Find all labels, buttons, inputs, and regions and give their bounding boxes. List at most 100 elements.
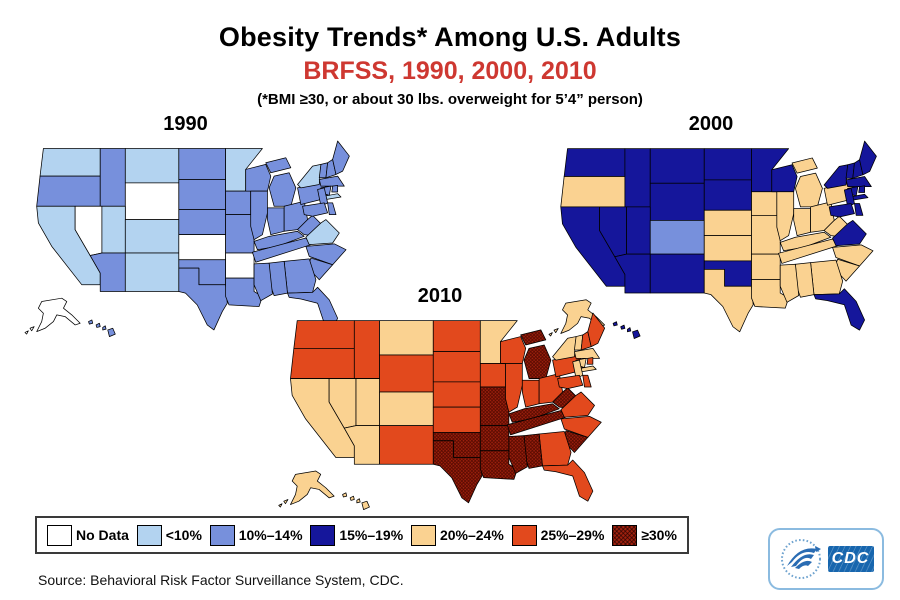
state-ny (297, 164, 322, 189)
state-md (302, 202, 328, 217)
state-wa (39, 148, 101, 177)
state-ma (574, 347, 600, 359)
state-va (832, 220, 867, 247)
state-in (521, 379, 540, 408)
state-ga (538, 431, 572, 467)
state-ar (225, 252, 255, 279)
state-hi (95, 322, 101, 328)
state-ak (29, 326, 35, 332)
state-ia (225, 190, 252, 215)
legend-label-p25_29: 25%–29% (540, 527, 605, 543)
state-mi (523, 344, 552, 379)
legend-item-p20_24: 20%–24% (410, 524, 504, 546)
legend-swatch-p15_19 (310, 524, 336, 546)
state-co (124, 219, 180, 254)
state-mi (795, 172, 823, 208)
state-nd (432, 320, 481, 353)
state-ga (810, 259, 844, 296)
state-ky (508, 403, 560, 423)
legend-item-p25_29: 25%–29% (511, 524, 605, 546)
state-fl (542, 459, 594, 502)
state-ma (318, 175, 345, 187)
legend-label-ge30: ≥30% (641, 527, 677, 543)
state-ms (779, 263, 800, 303)
state-ri (586, 357, 594, 365)
state-ms (508, 435, 528, 474)
state-ak (290, 470, 335, 505)
state-ri (331, 184, 339, 193)
legend: No Data <10% 10%–14% 15%–19% 20%–24% 25%–29% ≥… (35, 516, 689, 554)
state-me (859, 140, 877, 176)
state-hi (88, 319, 94, 325)
state-hi (632, 329, 641, 339)
state-ks (703, 235, 752, 262)
state-nc (560, 415, 602, 438)
state-or (560, 176, 626, 208)
cdc-logo: CDC (768, 528, 884, 590)
state-mt (124, 148, 180, 184)
state-wa (563, 148, 626, 177)
state-nm (124, 252, 180, 292)
legend-swatch-p10_14 (209, 524, 235, 546)
legend-swatch-no_data (47, 524, 72, 546)
state-ks (178, 234, 227, 261)
state-wy (124, 182, 180, 220)
state-co (649, 220, 705, 255)
state-wi (245, 164, 272, 192)
state-ky (779, 231, 832, 252)
state-ak (283, 499, 289, 505)
state-nm (379, 425, 434, 465)
map-block-1990: 1990 (18, 112, 353, 345)
state-va (305, 219, 340, 246)
state-ar (751, 253, 781, 280)
state-il (250, 190, 268, 241)
state-tx (432, 440, 483, 504)
state-me (332, 140, 350, 175)
legend-item-p15_19: 15%–19% (310, 524, 403, 546)
map-block-2010: 2010 (272, 284, 608, 518)
state-ia (751, 191, 778, 216)
state-ut (101, 205, 126, 254)
us-map-2010 (278, 312, 606, 510)
state-ak (24, 330, 29, 335)
state-tx (703, 268, 754, 333)
state-nm (649, 253, 705, 294)
legend-item-lt10: <10% (136, 524, 202, 546)
legend-swatch-p20_24 (410, 524, 436, 546)
state-de (582, 374, 592, 388)
legend-label-lt10: <10% (165, 527, 202, 543)
state-il (776, 191, 795, 242)
state-ms (253, 262, 273, 302)
state-hi (612, 321, 618, 327)
state-hi (361, 500, 370, 510)
state-or (36, 175, 101, 207)
legend-swatch-lt10 (136, 524, 162, 546)
cdc-wordmark: CDC (827, 546, 874, 572)
state-id (353, 320, 380, 379)
state-hi (342, 492, 348, 498)
state-de (854, 203, 864, 216)
legend-label-no_data: No Data (76, 527, 129, 543)
state-wi (771, 164, 798, 193)
legend-item-p10_14: 10%–14% (209, 524, 303, 546)
hhs-eagle-icon (780, 539, 821, 579)
state-tx (178, 267, 228, 331)
state-md (828, 203, 855, 218)
state-in (267, 207, 285, 236)
state-ar (479, 425, 510, 452)
state-va (560, 391, 595, 418)
state-ne (703, 209, 752, 236)
state-md (557, 374, 584, 390)
state-ne (432, 381, 481, 408)
state-ne (178, 209, 227, 236)
state-ky (253, 230, 305, 251)
state-mi (791, 157, 818, 174)
state-hi (620, 324, 626, 330)
state-sd (432, 351, 481, 383)
state-nd (178, 148, 227, 180)
state-ak (560, 299, 606, 334)
us-map-2000 (548, 140, 877, 339)
legend-swatch-ge30 (612, 524, 638, 546)
state-in (793, 208, 811, 236)
